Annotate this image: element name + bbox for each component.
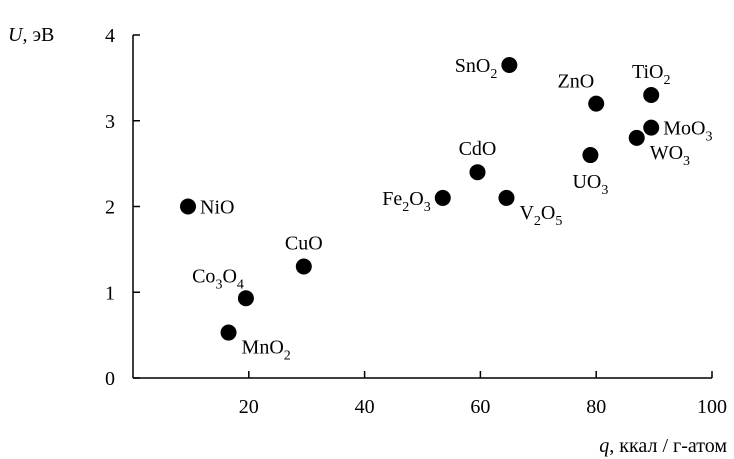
data-point <box>295 258 312 275</box>
data-point <box>588 95 605 112</box>
y-tick-label: 0 <box>105 368 115 390</box>
data-point <box>501 57 518 74</box>
point-label: Co3O4 <box>192 265 244 292</box>
x-axis-variable: q <box>599 435 609 457</box>
y-axis-variable: U <box>8 24 24 46</box>
ticks: 0 1 2 3 4 20 40 60 80 100 <box>105 25 727 418</box>
point-label: TiO2 <box>632 61 671 88</box>
point-label: UO3 <box>572 171 608 198</box>
x-axis-label: q, ккал / г-атом <box>599 435 727 457</box>
data-point <box>582 147 599 164</box>
point-label: Fe2O3 <box>382 188 430 215</box>
point-label: CdO <box>459 138 497 160</box>
point-label: NiO <box>200 197 234 219</box>
y-axis-unit: , эВ <box>22 24 54 46</box>
point-labels: NiO Co3O4 MnO2 CuO Fe2O3 CdO V2O5 SnO2 ZnO UO3 TiO… <box>192 55 712 364</box>
point-label: MoO3 <box>663 118 712 145</box>
y-tick-label: 4 <box>105 25 115 47</box>
x-tick-label: 60 <box>470 396 490 418</box>
y-tick-label: 2 <box>105 197 115 219</box>
data-points <box>180 57 660 341</box>
point-label: MnO2 <box>242 337 291 364</box>
point-label: ZnO <box>558 71 595 93</box>
data-point <box>237 290 254 307</box>
x-tick-label: 80 <box>586 396 606 418</box>
data-point <box>180 198 197 215</box>
point-label: CuO <box>285 233 323 255</box>
point-label: SnO2 <box>455 55 498 82</box>
data-point <box>220 324 237 341</box>
data-point <box>643 119 660 136</box>
y-tick-label: 3 <box>105 111 115 133</box>
x-axis-unit: , ккал / г-атом <box>609 435 727 457</box>
point-label: WO3 <box>650 142 690 169</box>
y-axis-label: U, эВ <box>8 24 54 46</box>
point-label: V2O5 <box>519 202 562 229</box>
data-point <box>469 164 486 181</box>
x-tick-label: 100 <box>697 396 727 418</box>
x-tick-label: 20 <box>239 396 259 418</box>
data-point <box>643 87 660 104</box>
y-tick-label: 1 <box>105 282 115 304</box>
data-point <box>498 189 515 206</box>
x-tick-label: 40 <box>355 396 375 418</box>
data-point <box>628 129 645 146</box>
data-point <box>434 189 451 206</box>
